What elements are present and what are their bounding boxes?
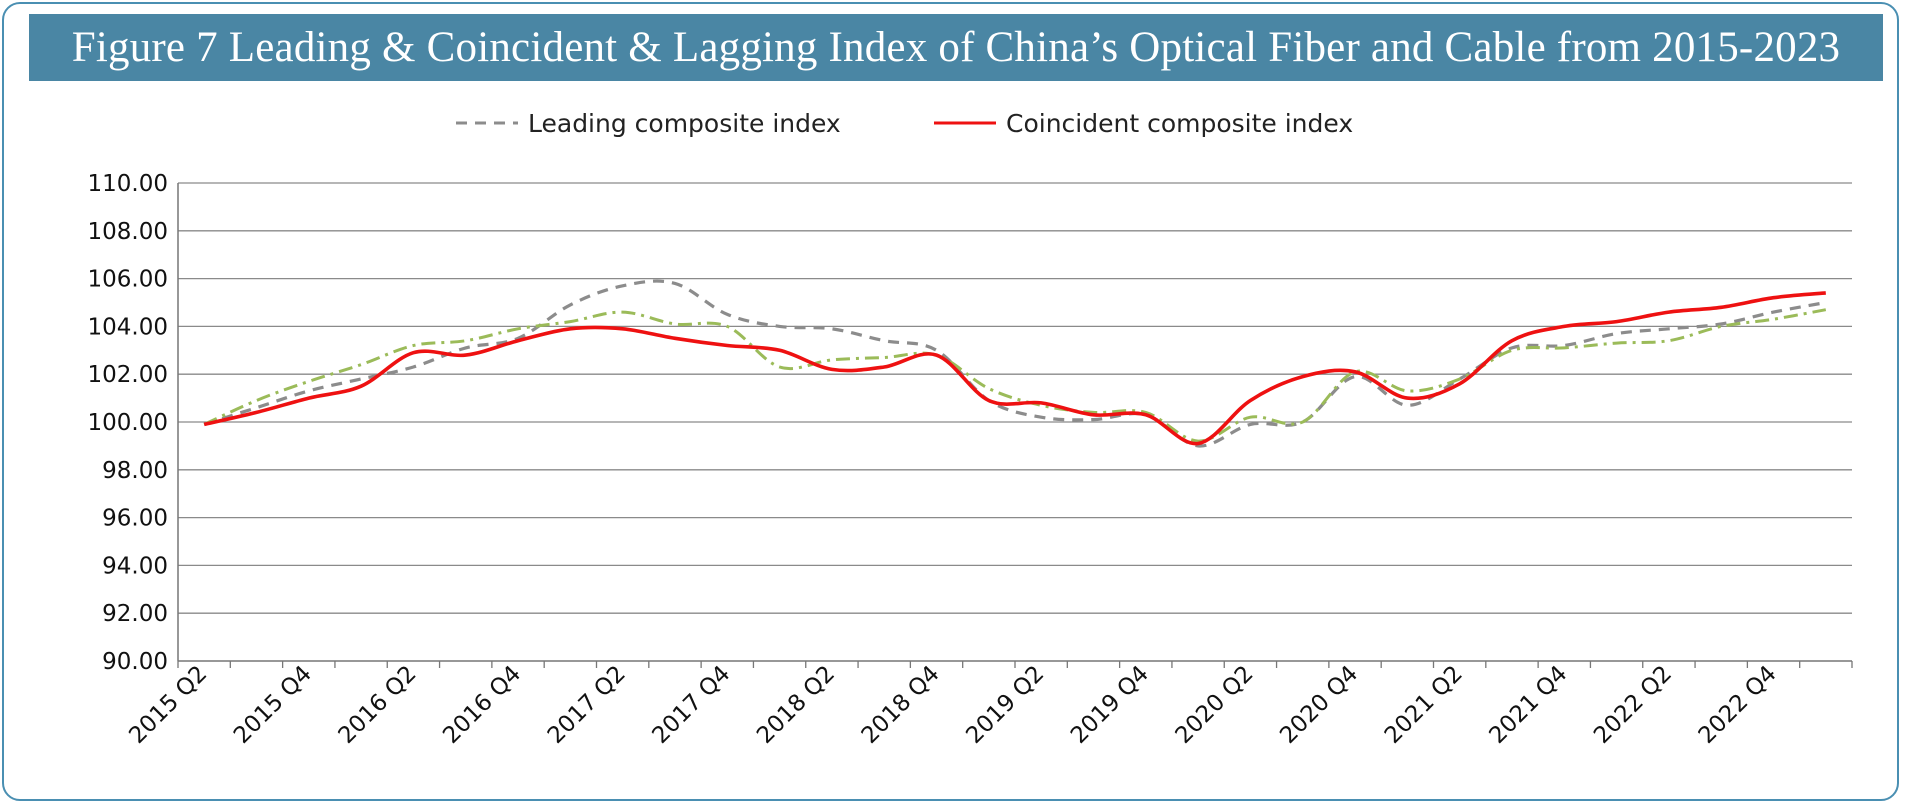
- x-tick-label: 2022 Q2: [1589, 661, 1677, 749]
- y-tick-label: 100.00: [88, 410, 168, 436]
- x-tick-label: 2018 Q4: [857, 661, 945, 749]
- y-tick-label: 102.00: [88, 362, 168, 388]
- x-tick-label: 2020 Q2: [1171, 661, 1259, 749]
- y-axis-tick-labels: 110.00 108.00 106.00 104.00 102.00 100.00 98.0…: [88, 171, 168, 675]
- x-tick-label: 2019 Q2: [961, 661, 1049, 749]
- series-lines: [203, 279, 1827, 448]
- axes: [177, 183, 1853, 668]
- y-tick-label: 106.00: [88, 267, 168, 293]
- x-tick-label: 2016 Q2: [334, 661, 422, 749]
- grid-lines: [178, 182, 1852, 614]
- y-tick-label: 94.00: [102, 553, 168, 579]
- x-axis-tick-labels: 2015 Q2 2015 Q4 2016 Q2 2016 Q4 2017 Q2 2017 …: [124, 661, 1781, 749]
- series-line-leading: [203, 279, 1827, 448]
- y-tick-label: 110.00: [88, 171, 168, 197]
- series-line-lagging: [203, 308, 1827, 443]
- legend: Leading composite index Coincident compo…: [456, 109, 1353, 138]
- x-tick-label: 2021 Q2: [1380, 661, 1468, 749]
- x-tick-label: 2016 Q4: [438, 661, 526, 749]
- figure-title: Figure 7 Leading & Coincident & Lagging …: [29, 14, 1883, 81]
- x-tick-label: 2021 Q4: [1484, 661, 1572, 749]
- y-tick-label: 108.00: [88, 219, 168, 245]
- x-tick-label: 2017 Q2: [543, 661, 631, 749]
- x-tick-label: 2019 Q4: [1066, 661, 1154, 749]
- y-tick-label: 98.00: [102, 458, 168, 484]
- series-line-coincident: [203, 291, 1826, 446]
- y-tick-label: 104.00: [88, 314, 168, 340]
- y-tick-label: 92.00: [102, 601, 168, 627]
- x-tick-label: 2020 Q4: [1275, 661, 1363, 749]
- x-tick-label: 2018 Q2: [752, 661, 840, 749]
- x-tick-label: 2017 Q4: [647, 661, 735, 749]
- x-tick-label: 2022 Q4: [1694, 661, 1782, 749]
- x-tick-label: 2015 Q4: [229, 661, 317, 749]
- y-tick-label: 90.00: [102, 649, 168, 675]
- legend-label-coincident: Coincident composite index: [1006, 109, 1353, 138]
- legend-label-leading: Leading composite index: [528, 109, 841, 138]
- y-tick-label: 96.00: [102, 506, 168, 532]
